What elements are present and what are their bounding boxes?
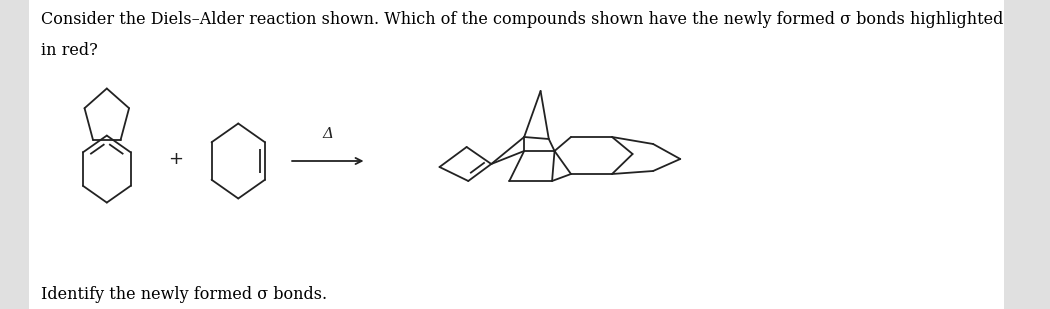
Text: +: +	[168, 150, 184, 168]
Text: Identify the newly formed σ bonds.: Identify the newly formed σ bonds.	[41, 286, 328, 303]
Text: Consider the Diels–Alder reaction shown. Which of the compounds shown have the n: Consider the Diels–Alder reaction shown.…	[41, 11, 1004, 28]
Text: in red?: in red?	[41, 42, 98, 59]
Text: Δ: Δ	[322, 127, 333, 141]
